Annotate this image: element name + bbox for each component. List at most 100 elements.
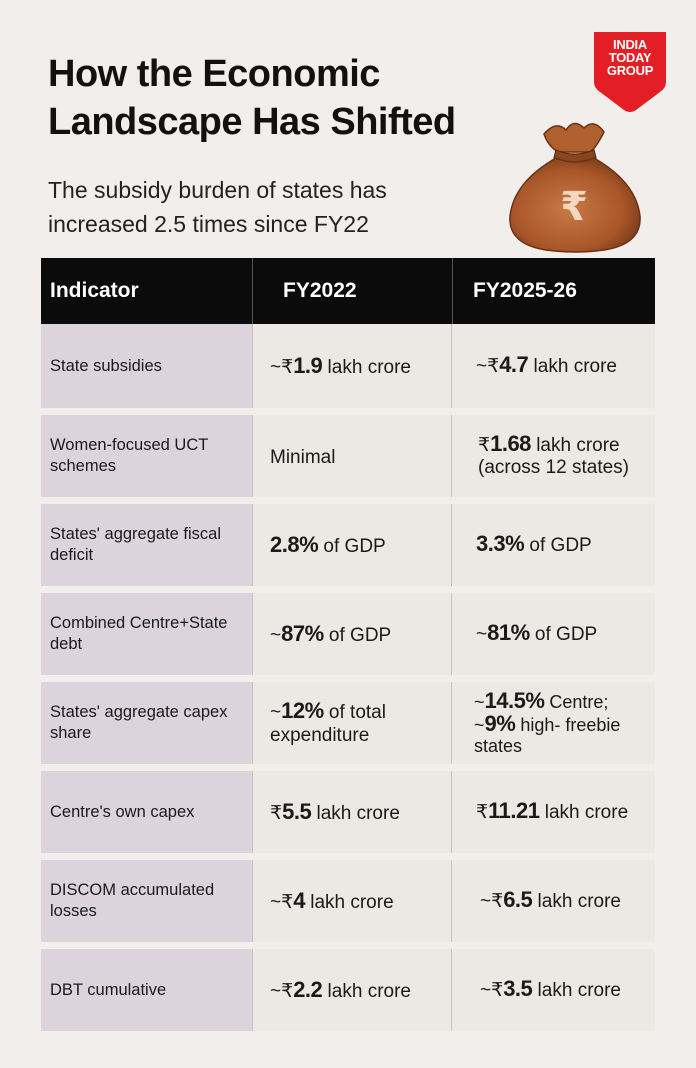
fy2022-cell: Minimal (252, 415, 452, 497)
value-unit: lakh crore (528, 356, 617, 377)
indicator-cell: Women-focused UCT schemes (41, 415, 252, 497)
value-prefix: Minimal (270, 446, 336, 468)
table-row: Centre's own capex ₹5.5 lakh crore ₹11.2… (41, 771, 655, 853)
comparison-table: Indicator FY2022 FY2025-26 State subsidi… (41, 258, 655, 1031)
value-prefix: ~₹ (480, 891, 504, 912)
fy2026-cell: ~14.5% Centre; ~9% high- freebie states (452, 682, 655, 764)
fy2022-cell: ~₹1.9 lakh crore (252, 324, 452, 408)
value-unit: of GDP (323, 624, 392, 646)
indicator-cell: States' aggregate capex share (41, 682, 252, 764)
fy2026-cell: ~₹4.7 lakh crore (452, 324, 655, 408)
value-prefix: ~ (474, 714, 485, 735)
table-row: Women-focused UCT schemes Minimal ₹1.68 … (41, 415, 655, 497)
value-figure: 14.5% (484, 687, 545, 713)
table-header: Indicator FY2022 FY2025-26 (41, 258, 655, 324)
value-figure: 4 (293, 887, 305, 913)
value-prefix: ₹ (270, 802, 283, 824)
indicator-label: States' aggregate fiscal deficit (50, 525, 222, 564)
value-figure: 6.5 (503, 887, 533, 912)
value-unit: lakh crore (322, 980, 411, 1002)
india-today-group-logo: INDIA TODAY GROUP (586, 26, 674, 114)
indicator-label: DBT cumulative (50, 980, 167, 999)
table-row: Combined Centre+State debt ~87% of GDP ~… (41, 593, 655, 675)
rupee-money-bag-icon: ₹ (496, 112, 652, 254)
table-row: DBT cumulative ~₹2.2 lakh crore ~₹3.5 la… (41, 949, 655, 1031)
value-figure: 3.5 (503, 976, 533, 1001)
indicator-label: Combined Centre+State debt (50, 614, 228, 653)
fy2022-cell: ~₹4 lakh crore (252, 860, 452, 942)
fy2026-cell: ₹1.68 lakh crore (across 12 states) (452, 415, 655, 497)
fy2022-cell: ~12% of total expenditure (252, 682, 452, 764)
fy2022-cell: 2.8% of GDP (252, 504, 452, 586)
value-unit: of GDP (529, 624, 598, 645)
indicator-label: Centre's own capex (50, 802, 195, 821)
value-figure: 9% (484, 710, 516, 736)
indicator-label: State subsidies (50, 356, 162, 375)
value-prefix: ~ (270, 624, 282, 646)
indicator-label: States' aggregate capex share (50, 703, 228, 742)
table-row: DISCOM accumulated losses ~₹4 lakh crore… (41, 860, 655, 942)
value-unit: high- freebie states (474, 714, 621, 756)
value-unit: lakh crore (532, 980, 621, 1001)
indicator-cell: State subsidies (41, 324, 252, 408)
value-figure: 5.5 (282, 798, 312, 824)
value-figure: 2.2 (293, 976, 323, 1002)
column-header-fy2022: FY2022 (252, 258, 452, 324)
value-figure: 11.21 (488, 798, 540, 823)
value-figure: 12% (281, 698, 324, 723)
logo-line-3: GROUP (606, 63, 654, 78)
logo-line-1: INDIA (613, 37, 647, 52)
value-figure: 87% (281, 620, 324, 646)
indicator-cell: States' aggregate fiscal deficit (41, 504, 252, 586)
column-header-indicator: Indicator (50, 279, 139, 302)
value-unit: lakh crore (across 12 states) (478, 435, 629, 478)
fy2026-cell: ₹11.21 lakh crore (452, 771, 655, 853)
value-prefix: ~₹ (476, 356, 500, 377)
value-figure: 2.8% (270, 531, 319, 557)
indicator-cell: DBT cumulative (41, 949, 252, 1031)
fy2022-cell: ₹5.5 lakh crore (252, 771, 452, 853)
table-row: States' aggregate fiscal deficit 2.8% of… (41, 504, 655, 586)
fy2026-cell: ~₹3.5 lakh crore (452, 949, 655, 1031)
table-row: States' aggregate capex share ~12% of to… (41, 682, 655, 764)
value-figure: 1.68 (490, 431, 531, 456)
indicator-cell: Centre's own capex (41, 771, 252, 853)
value-figure: 1.9 (293, 352, 323, 378)
value-unit: lakh crore (304, 891, 394, 913)
value-prefix: ~ (476, 624, 488, 645)
fy2022-cell: ~87% of GDP (252, 593, 452, 675)
fy2026-cell: ~₹6.5 lakh crore (452, 860, 655, 942)
rupee-symbol: ₹ (560, 184, 588, 230)
value-prefix: ₹ (478, 435, 491, 456)
value-prefix: ~₹ (270, 356, 294, 378)
indicator-cell: DISCOM accumulated losses (41, 860, 252, 942)
value-figure: 3.3% (476, 531, 525, 556)
table-row: State subsidies ~₹1.9 lakh crore ~₹4.7 l… (41, 324, 655, 408)
value-prefix: ~ (270, 702, 282, 723)
value-prefix: ~₹ (270, 891, 294, 913)
value-unit: Centre; (544, 691, 609, 712)
indicator-label: DISCOM accumulated losses (50, 881, 215, 920)
value-figure: 81% (487, 620, 530, 645)
fy2026-cell: ~81% of GDP (452, 593, 655, 675)
value-prefix: ~ (474, 691, 485, 712)
logo-line-2: TODAY (608, 50, 652, 65)
value-unit: of GDP (318, 535, 386, 557)
value-prefix: ₹ (476, 802, 489, 823)
column-header-fy2025-26: FY2025-26 (452, 258, 655, 324)
page-subtitle: The subsidy burden of states has increas… (48, 177, 387, 237)
fy2026-cell: 3.3% of GDP (452, 504, 655, 586)
fy2022-cell: ~₹2.2 lakh crore (252, 949, 452, 1031)
value-unit: lakh crore (311, 802, 400, 824)
indicator-cell: Combined Centre+State debt (41, 593, 252, 675)
value-unit: of GDP (524, 535, 592, 556)
value-unit: of total expenditure (270, 702, 386, 746)
value-unit: lakh crore (532, 891, 621, 912)
value-prefix: ~₹ (480, 980, 504, 1001)
value-unit: lakh crore (539, 802, 629, 823)
page-title: How the Economic Landscape Has Shifted (48, 53, 456, 143)
value-prefix: ~₹ (270, 980, 294, 1002)
value-unit: lakh crore (322, 356, 411, 378)
indicator-label: Women-focused UCT schemes (50, 436, 209, 475)
value-figure: 4.7 (499, 352, 529, 377)
